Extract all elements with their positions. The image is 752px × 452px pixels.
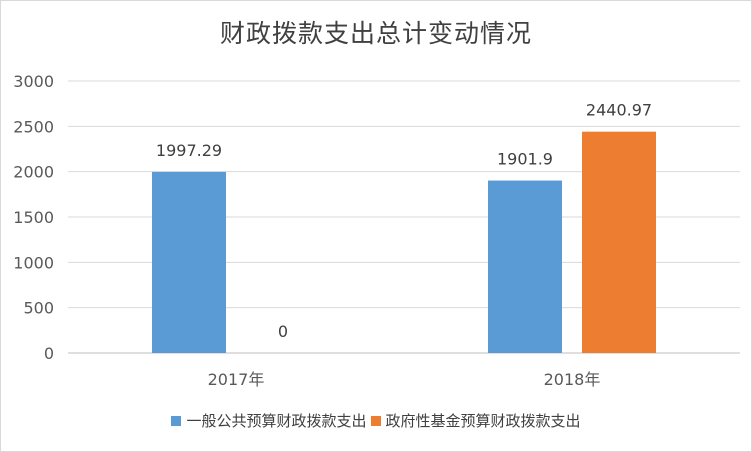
y-tick-label: 2000 bbox=[13, 163, 54, 182]
y-tick-label: 3000 bbox=[13, 72, 54, 91]
y-tick-label: 1500 bbox=[13, 208, 54, 227]
legend-item-fund-budget: 政府性基金预算财政拨款支出 bbox=[370, 410, 581, 431]
legend-label-fund-budget: 政府性基金预算财政拨款支出 bbox=[385, 412, 581, 430]
legend-swatch-general-budget bbox=[171, 415, 182, 426]
legend-item-general-budget: 一般公共预算财政拨款支出 bbox=[171, 410, 367, 431]
x-tick-label: 2017年 bbox=[208, 370, 265, 389]
bars bbox=[152, 131, 656, 353]
y-tick-label: 1000 bbox=[13, 253, 54, 272]
data-labels: 1997.29 0 1901.9 2440.97 bbox=[156, 101, 652, 341]
data-label: 1901.9 bbox=[497, 150, 553, 169]
bar bbox=[488, 180, 562, 353]
legend-label-general-budget: 一般公共预算财政拨款支出 bbox=[186, 412, 367, 430]
y-tick-label: 2500 bbox=[13, 117, 54, 136]
x-axis-ticks: 2017年 2018年 bbox=[208, 370, 601, 389]
data-label: 2440.97 bbox=[586, 101, 652, 120]
bar bbox=[582, 131, 656, 353]
legend: 一般公共预算财政拨款支出 政府性基金预算财政拨款支出 bbox=[0, 410, 752, 431]
y-tick-label: 0 bbox=[44, 344, 54, 363]
chart-title: 财政拨款支出总计变动情况 bbox=[219, 19, 532, 48]
x-tick-label: 2018年 bbox=[544, 370, 601, 389]
data-label: 1997.29 bbox=[156, 141, 222, 160]
data-label: 0 bbox=[278, 322, 288, 341]
bar bbox=[152, 171, 226, 353]
y-axis-ticks: 0 500 1000 1500 2000 2500 3000 bbox=[13, 72, 54, 363]
y-tick-label: 500 bbox=[23, 299, 54, 318]
legend-swatch-fund-budget bbox=[370, 415, 381, 426]
